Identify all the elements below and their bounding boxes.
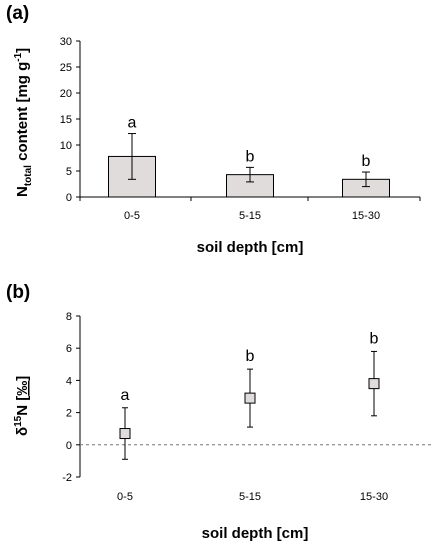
panel-b-ylabel-middle: N [ xyxy=(14,396,31,416)
panel-b-significance-letters: a b b xyxy=(121,330,379,403)
panel-b: (b) δ15N [‰] -2 0 2 4 6 8 a b b 0-5 5-15 15-30 so… xyxy=(6,282,432,542)
panel-b-ylabel-sup: 15 xyxy=(13,415,24,427)
significance-letter: a xyxy=(121,387,130,404)
panel-a-y-tick-label-3: 15 xyxy=(60,114,72,126)
panel-a-ylabel-end: ] xyxy=(14,48,31,53)
panel-b-y-tick-label-4: 6 xyxy=(66,343,72,355)
significance-letter: b xyxy=(246,348,255,365)
panel-a-y-tick-label-6: 30 xyxy=(60,36,72,48)
panel-b-y-tick-label-3: 4 xyxy=(66,375,72,387)
data-point-marker xyxy=(368,378,380,390)
panel-b-y-tick-label-5: 8 xyxy=(66,311,72,323)
panel-b-y-tick-label-1: 0 xyxy=(66,440,72,452)
panel-b-x-tick-labels: 0-5 5-15 15-30 xyxy=(117,491,388,503)
panel-a-x-tick-marks xyxy=(79,197,421,201)
panel-a-y-tick-label-5: 25 xyxy=(60,62,72,74)
significance-letter: a xyxy=(128,115,137,132)
panel-b-label: (b) xyxy=(6,282,30,303)
panel-a-y-tick-label-2: 10 xyxy=(60,140,72,152)
x-tick-label: 0-5 xyxy=(117,491,133,503)
panel-a-label: (a) xyxy=(6,3,29,24)
x-tick-label: 15-30 xyxy=(352,210,380,222)
panel-a-ylabel-sup: -1 xyxy=(13,52,24,61)
panel-a-y-tick-label-4: 20 xyxy=(60,88,72,100)
panel-a-ylabel-sub: total xyxy=(23,165,34,186)
svg-text:δ15N [‰]: δ15N [‰] xyxy=(13,376,31,436)
data-point-marker xyxy=(119,428,131,440)
panel-b-markers xyxy=(119,378,380,440)
panel-b-y-tick-label-2: 2 xyxy=(66,408,72,420)
significance-letter: b xyxy=(246,148,255,165)
significance-letter: b xyxy=(362,153,371,170)
x-tick-label: 15-30 xyxy=(360,491,388,503)
panel-a-error-bars xyxy=(128,133,370,188)
panel-b-y-tick-label-0: -2 xyxy=(62,472,72,484)
panel-b-y-axis-label: δ15N [‰] xyxy=(13,376,31,436)
panel-a-x-tick-labels: 0-5 5-15 15-30 xyxy=(124,210,380,222)
x-tick-label: 5-15 xyxy=(239,210,261,222)
x-tick-label: 0-5 xyxy=(124,210,140,222)
x-tick-label: 5-15 xyxy=(239,491,261,503)
panel-b-y-ticks: -2 0 2 4 6 8 xyxy=(62,311,80,484)
panel-a-ylabel-middle: content [mg g xyxy=(14,62,31,165)
svg-text:Ntotal content [mg g-1]: Ntotal content [mg g-1] xyxy=(13,48,34,197)
data-point-marker xyxy=(244,392,256,404)
panel-b-ylabel-main: δ xyxy=(14,427,31,436)
panel-a-ylabel-main: N xyxy=(14,186,31,197)
panel-b-error-bars xyxy=(122,350,377,460)
panel-a: (a) Ntotal content [mg g-1] 0 5 10 15 20 25 30… xyxy=(6,3,421,256)
panel-a-significance-letters: a b b xyxy=(128,115,371,170)
panel-b-x-axis-label: soil depth [cm] xyxy=(202,525,309,542)
panel-a-y-ticks: 0 5 10 15 20 25 30 xyxy=(60,36,80,204)
panel-a-y-tick-label-0: 0 xyxy=(66,192,72,204)
panel-b-ylabel-unit: ‰ xyxy=(14,381,31,396)
panel-b-ylabel-end: ] xyxy=(14,376,31,381)
panel-a-x-axis-label: soil depth [cm] xyxy=(197,239,304,256)
significance-letter: b xyxy=(370,330,379,347)
panel-a-y-tick-label-1: 5 xyxy=(66,166,72,178)
panel-a-y-axis-label: Ntotal content [mg g-1] xyxy=(13,48,34,197)
